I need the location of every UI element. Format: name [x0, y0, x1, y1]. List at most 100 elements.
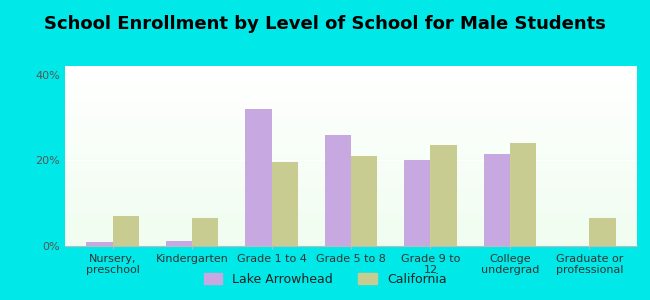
Bar: [65, 179, 637, 180]
Bar: [65, 153, 637, 154]
Bar: [65, 158, 637, 159]
Bar: [65, 117, 637, 118]
Bar: [65, 130, 637, 131]
Bar: [65, 180, 637, 181]
Bar: [65, 231, 637, 232]
Bar: [65, 95, 637, 96]
Bar: [65, 86, 637, 87]
Bar: [65, 206, 637, 207]
Bar: [65, 207, 637, 208]
Bar: [65, 178, 637, 179]
Bar: [65, 184, 637, 185]
Bar: [65, 159, 637, 160]
Bar: [65, 114, 637, 115]
Bar: [65, 90, 637, 91]
Bar: [65, 156, 637, 157]
Bar: [484, 154, 510, 246]
Bar: [65, 169, 637, 170]
Bar: [65, 93, 637, 94]
Bar: [65, 195, 637, 196]
Bar: [65, 160, 637, 161]
Bar: [65, 240, 637, 241]
Bar: [65, 191, 637, 192]
Bar: [65, 66, 637, 67]
Bar: [65, 110, 637, 111]
Bar: [65, 127, 637, 128]
Bar: [65, 193, 637, 194]
Bar: [65, 115, 637, 116]
Bar: [65, 164, 637, 165]
Bar: [65, 84, 637, 85]
Bar: [65, 128, 637, 129]
Bar: [65, 236, 637, 237]
Bar: [65, 225, 637, 226]
Bar: [65, 81, 637, 82]
Bar: [65, 217, 637, 218]
Legend: Lake Arrowhead, California: Lake Arrowhead, California: [198, 268, 452, 291]
Bar: [65, 140, 637, 141]
Bar: [65, 168, 637, 169]
Bar: [65, 212, 637, 213]
Bar: [65, 199, 637, 200]
Bar: [65, 232, 637, 233]
Bar: [65, 190, 637, 191]
Bar: [65, 204, 637, 205]
Bar: [65, 119, 637, 120]
Bar: [65, 116, 637, 117]
Bar: [65, 189, 637, 190]
Bar: [65, 226, 637, 227]
Bar: [65, 175, 637, 176]
Bar: [65, 170, 637, 171]
Bar: [65, 152, 637, 153]
Bar: [166, 241, 192, 246]
Bar: [65, 237, 637, 238]
Bar: [65, 182, 637, 183]
Bar: [65, 79, 637, 80]
Bar: [65, 188, 637, 189]
Bar: [65, 205, 637, 206]
Bar: [65, 228, 637, 229]
Bar: [65, 160, 637, 161]
Bar: [65, 181, 637, 182]
Bar: [65, 133, 637, 134]
Bar: [65, 124, 637, 125]
Bar: [65, 244, 637, 245]
Bar: [65, 171, 637, 172]
Bar: [65, 163, 637, 164]
Bar: [65, 210, 637, 211]
Bar: [430, 145, 457, 246]
Bar: [65, 220, 637, 221]
Bar: [65, 227, 637, 228]
Bar: [65, 186, 637, 187]
Bar: [65, 146, 637, 147]
Bar: [272, 162, 298, 246]
Bar: [65, 229, 637, 230]
Bar: [65, 148, 637, 149]
Bar: [245, 109, 272, 246]
Bar: [192, 218, 218, 246]
Bar: [65, 233, 637, 234]
Bar: [65, 211, 637, 212]
Bar: [65, 151, 637, 152]
Bar: [65, 192, 637, 193]
Bar: [65, 201, 637, 202]
Bar: [65, 198, 637, 199]
Bar: [65, 129, 637, 130]
Bar: [65, 167, 637, 168]
Bar: [65, 120, 637, 121]
Bar: [65, 166, 637, 167]
Bar: [65, 108, 637, 109]
Bar: [65, 122, 637, 123]
Bar: [65, 126, 637, 127]
Bar: [65, 82, 637, 83]
Bar: [65, 76, 637, 77]
Bar: [65, 138, 637, 139]
Bar: [65, 176, 637, 177]
Bar: [65, 97, 637, 98]
Bar: [65, 172, 637, 173]
Bar: [65, 83, 637, 84]
Bar: [65, 89, 637, 90]
Bar: [65, 222, 637, 223]
Bar: [65, 72, 637, 73]
Bar: [65, 80, 637, 81]
